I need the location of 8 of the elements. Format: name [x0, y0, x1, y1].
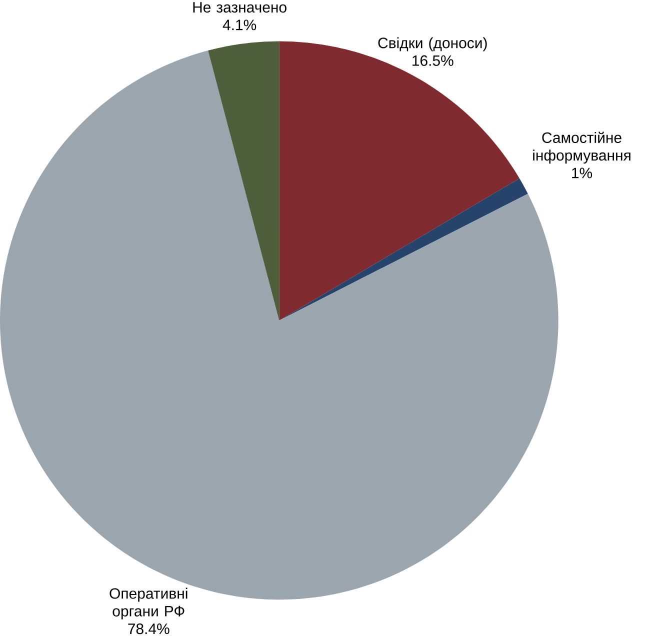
slice-label: Свідки (доноси) — [378, 37, 487, 52]
data-label: 16.5% — [412, 55, 454, 66]
slice-label: Не зазначено — [193, 2, 286, 12]
slice-label: Оперативні органи РФ — [110, 588, 188, 620]
slice-label: Самостійне інформування — [533, 132, 630, 164]
data-label: 78.4% — [128, 623, 170, 634]
data-label: 4.1% — [222, 20, 256, 30]
data-label: 1% — [572, 168, 592, 178]
